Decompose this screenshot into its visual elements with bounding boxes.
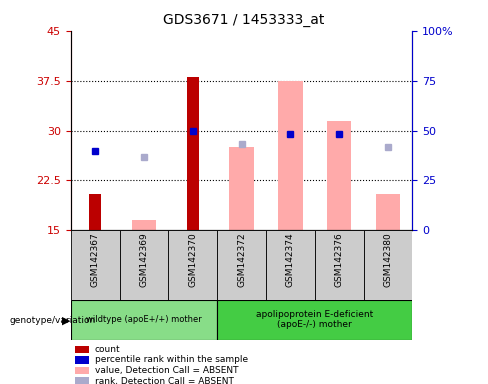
Bar	[168, 230, 217, 300]
Bar	[327, 121, 351, 230]
Bar	[229, 147, 254, 230]
Text: GSM142372: GSM142372	[237, 232, 246, 287]
Text: GSM142367: GSM142367	[91, 232, 100, 287]
Bar	[132, 220, 156, 230]
Text: GSM142374: GSM142374	[286, 232, 295, 287]
Text: ▶: ▶	[61, 316, 70, 326]
Bar	[120, 230, 168, 300]
Bar	[266, 230, 315, 300]
Bar	[71, 230, 120, 300]
Text: GSM142369: GSM142369	[140, 232, 148, 287]
Text: count: count	[95, 345, 121, 354]
Text: genotype/variation: genotype/variation	[10, 316, 96, 325]
Text: GSM142380: GSM142380	[384, 232, 392, 287]
Bar	[376, 194, 400, 230]
Bar	[315, 230, 364, 300]
Bar	[278, 81, 303, 230]
Text: rank, Detection Call = ABSENT: rank, Detection Call = ABSENT	[95, 377, 234, 384]
Bar	[75, 377, 89, 384]
Text: GSM142376: GSM142376	[335, 232, 344, 287]
Text: GDS3671 / 1453333_at: GDS3671 / 1453333_at	[163, 13, 325, 27]
Bar	[75, 356, 89, 364]
Text: value, Detection Call = ABSENT: value, Detection Call = ABSENT	[95, 366, 238, 375]
Text: percentile rank within the sample: percentile rank within the sample	[95, 356, 248, 364]
Bar	[217, 300, 412, 340]
Bar	[217, 230, 266, 300]
Bar	[89, 194, 102, 230]
Bar	[186, 77, 199, 230]
Bar	[75, 367, 89, 374]
Text: wildtype (apoE+/+) mother: wildtype (apoE+/+) mother	[86, 315, 202, 324]
Text: apolipoprotein E-deficient
(apoE-/-) mother: apolipoprotein E-deficient (apoE-/-) mot…	[256, 310, 373, 329]
Text: GSM142370: GSM142370	[188, 232, 197, 287]
Bar	[75, 346, 89, 353]
Bar	[364, 230, 412, 300]
Bar	[71, 300, 217, 340]
